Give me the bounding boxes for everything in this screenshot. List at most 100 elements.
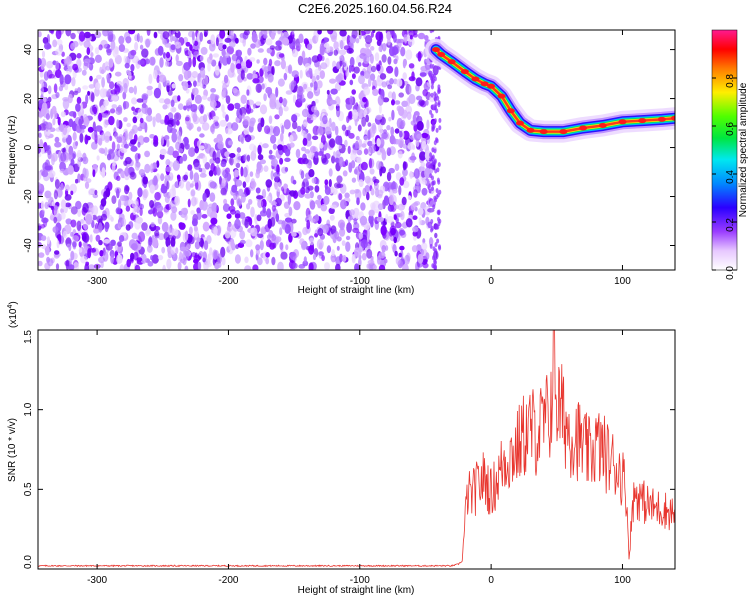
noise-speckle (259, 240, 264, 251)
noise-speckle (302, 227, 308, 236)
noise-speckle (415, 178, 420, 186)
noise-speckle (153, 87, 161, 99)
noise-speckle (159, 57, 164, 68)
noise-speckle (393, 58, 398, 65)
noise-speckle (298, 264, 306, 269)
ridge-peak (487, 83, 496, 89)
noise-speckle (349, 215, 353, 221)
noise-speckle (414, 201, 421, 206)
noise-speckle (177, 148, 184, 154)
noise-speckle (428, 188, 432, 194)
noise-speckle (115, 207, 121, 215)
noise-speckle (386, 125, 391, 131)
noise-speckle (242, 166, 248, 178)
noise-speckle (301, 50, 306, 61)
noise-speckle (392, 244, 397, 253)
noise-speckle (367, 129, 371, 141)
noise-speckle (272, 143, 277, 150)
noise-speckle (59, 168, 66, 174)
noise-speckle (140, 253, 147, 264)
noise-speckle (250, 206, 255, 218)
spectrogram-ridge (425, 38, 675, 143)
noise-speckle (351, 30, 358, 39)
noise-speckle (175, 141, 181, 151)
noise-speckle (126, 69, 131, 75)
ridge-peak (432, 47, 440, 53)
noise-speckle (55, 92, 60, 98)
noise-speckle (307, 91, 314, 99)
noise-speckle (60, 111, 66, 118)
noise-speckle (393, 214, 397, 221)
noise-speckle (304, 149, 311, 154)
noise-speckle (202, 257, 206, 263)
noise-speckle (128, 30, 136, 35)
noise-speckle (98, 44, 103, 51)
noise-speckle (268, 115, 273, 124)
noise-speckle (368, 209, 375, 217)
noise-speckle (421, 179, 427, 185)
noise-speckle (399, 121, 405, 129)
noise-speckle (199, 199, 204, 211)
noise-speckle (401, 100, 409, 108)
noise-speckle (295, 43, 302, 49)
noise-speckle (226, 55, 231, 65)
noise-speckle (136, 257, 143, 262)
noise-speckle (152, 177, 159, 186)
noise-speckle (387, 38, 391, 46)
noise-speckle (381, 132, 388, 140)
noise-speckle (210, 217, 218, 225)
noise-speckle (431, 126, 435, 132)
noise-speckle (328, 168, 333, 177)
noise-speckle (275, 236, 282, 243)
noise-speckle (38, 57, 42, 67)
noise-speckle (269, 125, 274, 136)
noise-speckle (317, 199, 322, 209)
noise-speckle (234, 169, 240, 178)
noise-speckle (422, 89, 429, 97)
noise-speckle (177, 261, 182, 270)
noise-speckle (38, 31, 42, 38)
noise-speckle (166, 139, 170, 148)
noise-speckle (148, 209, 153, 215)
noise-speckle (105, 65, 111, 71)
noise-speckle (396, 78, 403, 87)
noise-speckle (269, 45, 276, 50)
noise-speckle (116, 254, 123, 264)
noise-speckle (40, 81, 45, 88)
noise-speckle (175, 120, 180, 126)
noise-speckle (335, 96, 341, 107)
noise-speckle (350, 160, 356, 169)
noise-speckle (402, 58, 406, 69)
noise-speckle (368, 157, 373, 169)
noise-speckle (43, 71, 49, 81)
noise-speckle (246, 73, 254, 80)
noise-speckle (191, 109, 197, 120)
noise-speckle (347, 145, 351, 155)
noise-speckle (110, 216, 114, 222)
noise-speckle (150, 255, 154, 261)
noise-speckle (235, 162, 241, 168)
noise-speckle (38, 241, 42, 248)
ridge-peak (471, 76, 480, 82)
noise-speckle (237, 200, 242, 206)
noise-speckle (165, 51, 171, 59)
noise-speckle (189, 169, 194, 181)
noise-speckle (406, 97, 411, 107)
noise-speckle (161, 221, 169, 233)
noise-speckle (41, 235, 47, 242)
noise-speckle (372, 88, 379, 96)
noise-speckle (310, 82, 314, 88)
noise-speckle (167, 123, 173, 134)
noise-speckle (273, 171, 281, 178)
noise-speckle (335, 135, 342, 145)
noise-speckle (291, 80, 297, 87)
noise-speckle (354, 140, 359, 149)
noise-speckle (212, 150, 217, 161)
noise-speckle (172, 150, 179, 159)
noise-speckle (402, 263, 409, 270)
noise-speckle (381, 245, 387, 253)
colorbar (711, 29, 738, 271)
noise-speckle (139, 117, 144, 124)
noise-speckle (331, 257, 336, 263)
noise-speckle (250, 227, 258, 237)
